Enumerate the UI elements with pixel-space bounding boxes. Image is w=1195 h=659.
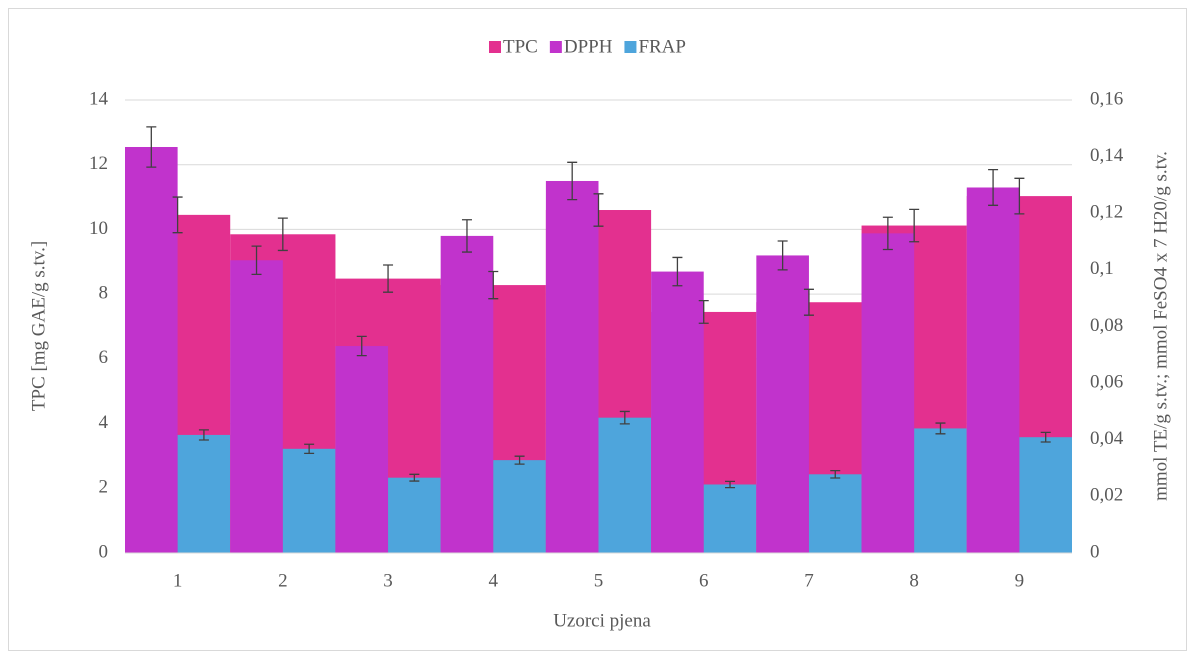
x-tick-label: 6 (699, 570, 709, 591)
x-axis-title: Uzorci pjena (553, 610, 651, 631)
error-bar (830, 469, 841, 479)
bar (282, 448, 336, 553)
error-bar (988, 168, 999, 206)
error-bar (304, 443, 315, 454)
bar (335, 346, 389, 553)
bar (177, 434, 231, 553)
y-tick-label: 8 (99, 283, 109, 304)
error-bar (198, 429, 209, 441)
y-tick-label: 2 (99, 477, 109, 498)
legend-label: FRAP (638, 36, 686, 57)
y-tick-label: 14 (89, 88, 109, 109)
error-bar (698, 299, 709, 324)
y2-tick-label: 0,06 (1090, 371, 1123, 392)
error-bar (514, 455, 525, 465)
error-bar (725, 480, 736, 489)
error-bar (909, 208, 920, 243)
bar (651, 271, 704, 553)
bar (598, 417, 652, 553)
bar (230, 260, 283, 553)
bar (966, 187, 1020, 553)
x-tick-label: 7 (804, 570, 814, 591)
legend-label: TPC (503, 36, 538, 57)
bar (703, 484, 757, 553)
error-bar (777, 240, 788, 271)
bar (545, 180, 599, 553)
y-tick-label: 6 (99, 347, 109, 368)
x-tick-label: 3 (383, 570, 393, 591)
error-bar (409, 473, 420, 482)
error-bar (488, 270, 499, 300)
bar (388, 477, 441, 553)
bar (440, 235, 494, 553)
legend-swatch (549, 41, 562, 53)
error-bar (251, 245, 262, 276)
error-bar (935, 422, 946, 435)
y-tick-label: 12 (89, 153, 108, 174)
error-bar (146, 126, 157, 168)
y2-tick-label: 0,08 (1090, 315, 1123, 336)
error-bar (1040, 431, 1051, 443)
y2-axis-title: mmol TE/g s.tv.; mmol FeSO4 x 7 H20/g s.… (1150, 151, 1171, 501)
error-bar (461, 219, 472, 253)
y-tick-label: 0 (99, 541, 109, 562)
bar (861, 233, 915, 553)
bar (756, 255, 809, 554)
y2-tick-label: 0,02 (1090, 485, 1123, 506)
error-bar (356, 335, 367, 357)
error-bar (803, 288, 814, 316)
y2-tick-label: 0,16 (1090, 88, 1123, 109)
error-bar (1014, 177, 1025, 215)
y-tick-label: 4 (99, 412, 109, 433)
legend-swatch (624, 41, 637, 53)
error-bar (672, 256, 683, 287)
bar (808, 474, 862, 553)
bar (493, 460, 546, 553)
x-tick-label: 1 (173, 570, 183, 591)
error-bar (567, 161, 578, 201)
error-bar (172, 196, 183, 234)
x-tick-label: 9 (1015, 570, 1025, 591)
bar (1019, 437, 1072, 553)
y2-tick-label: 0 (1090, 541, 1100, 562)
x-tick-label: 5 (594, 570, 604, 591)
y-tick-label: 10 (89, 218, 108, 239)
legend-label: DPPH (564, 36, 613, 57)
error-bar (619, 410, 630, 425)
legend-swatch (489, 41, 501, 53)
error-bar (882, 216, 893, 251)
error-bar (383, 264, 394, 293)
error-bar (593, 193, 604, 227)
y2-tick-label: 0,12 (1090, 202, 1123, 223)
y-axis-title: TPC [mg GAE/g s.tv.] (28, 241, 49, 411)
y2-tick-label: 0,1 (1090, 258, 1114, 279)
y2-tick-label: 0,14 (1090, 145, 1124, 166)
x-tick-label: 8 (909, 570, 919, 591)
bar (914, 428, 967, 553)
error-bar (277, 217, 288, 252)
bar (125, 146, 178, 553)
x-tick-label: 4 (489, 570, 499, 591)
x-tick-label: 2 (278, 570, 288, 591)
y2-tick-label: 0,04 (1090, 428, 1124, 449)
